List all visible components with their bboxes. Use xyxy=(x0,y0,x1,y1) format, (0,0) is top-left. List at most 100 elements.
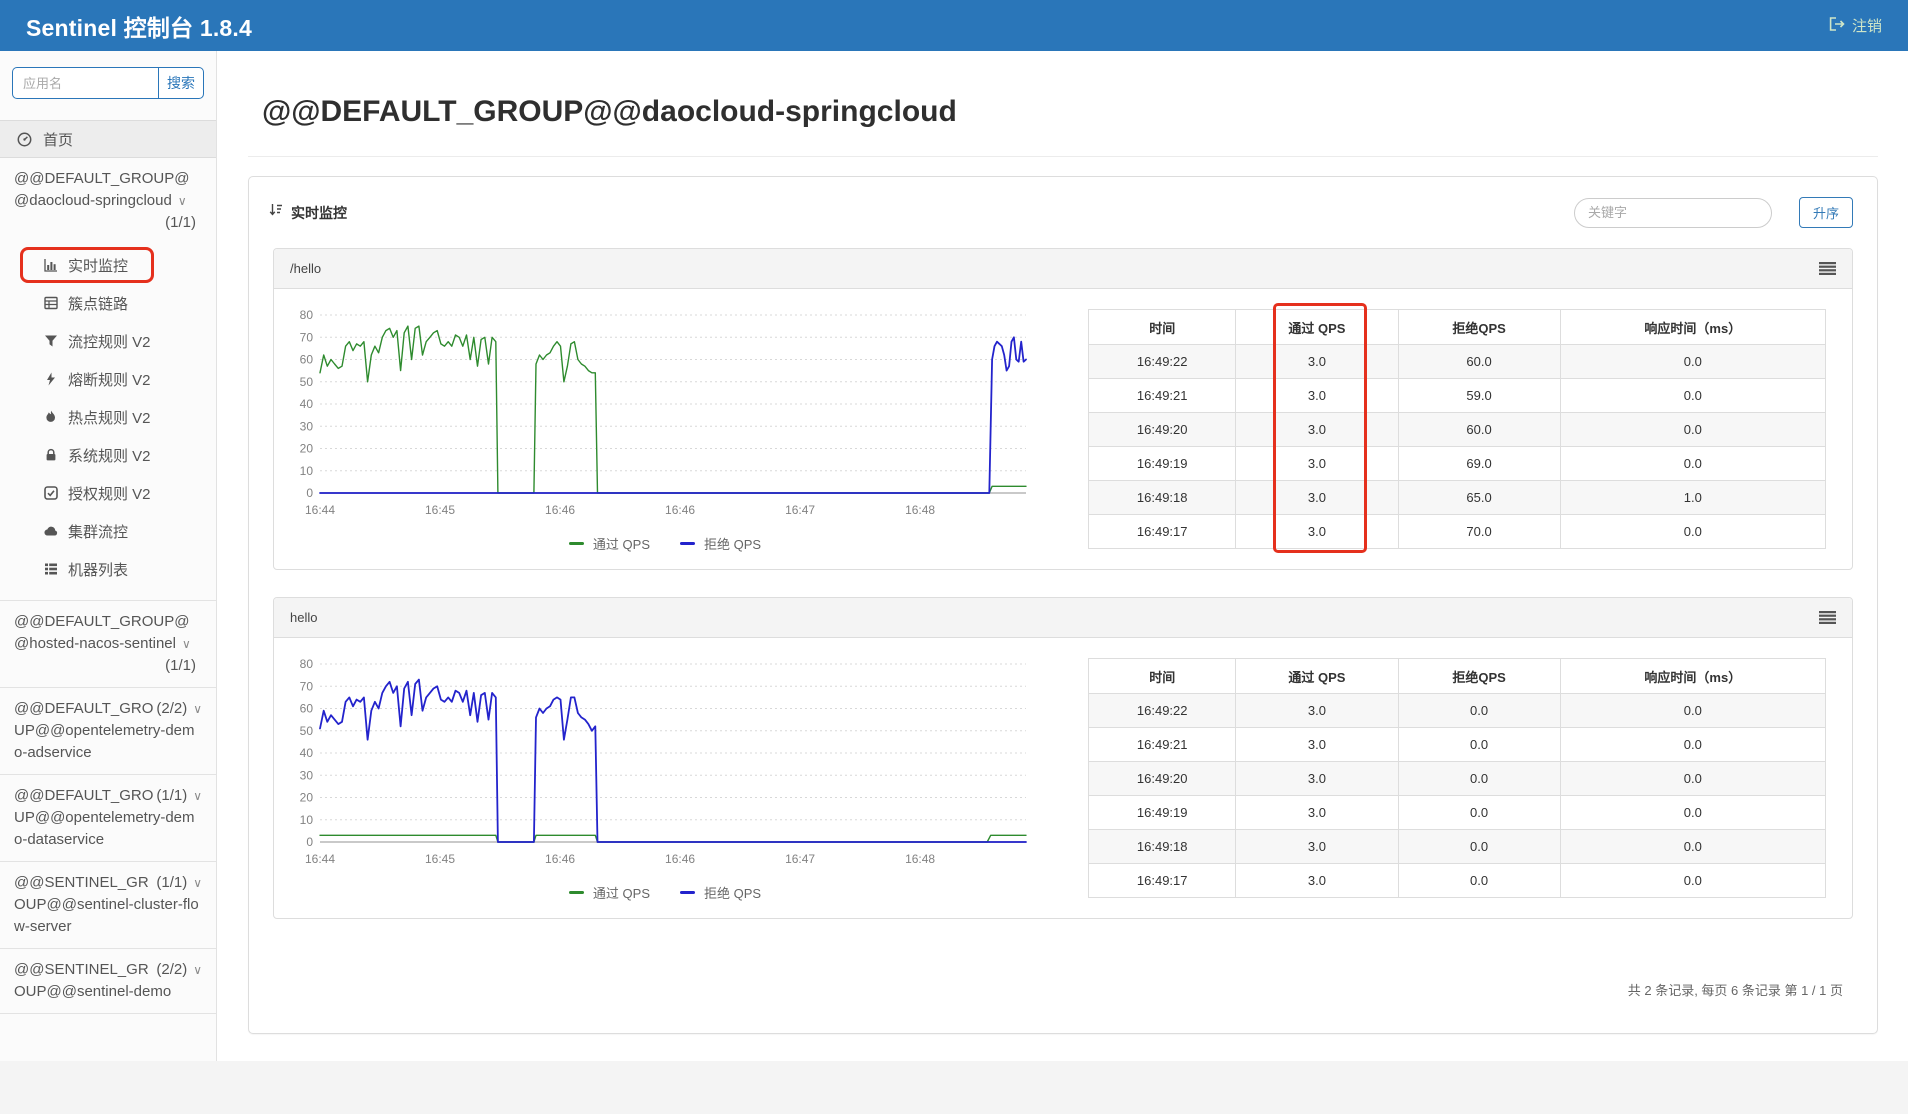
chevron-down-icon: ∨ xyxy=(193,963,202,977)
resource-panel-hello-slash: /hello 0 10 20 30 40 50 60 70 80 16:44 16:45 16:46 1… xyxy=(273,248,1853,570)
app-title: Sentinel 控制台 1.8.4 xyxy=(26,14,252,41)
table-cell: 3.0 xyxy=(1235,446,1399,481)
sidebar-app-group[interactable]: (2/2) ∨ @@SENTINEL_GROUP@@sentinel-demo xyxy=(0,948,216,1014)
sidebar-app-group[interactable]: (1/1) ∨ @@SENTINEL_GROUP@@sentinel-cluste… xyxy=(0,861,216,948)
sidebar-item-machine-list[interactable]: 机器列表 xyxy=(0,550,216,588)
table-cell: 3.0 xyxy=(1235,863,1399,898)
sidebar-app-group[interactable]: @@DEFAULT_GROUP@@hosted-nacos-sentinel ∨ … xyxy=(0,600,216,687)
fire-icon xyxy=(44,410,58,424)
home-label: 首页 xyxy=(43,131,74,149)
legend-label: 通过 QPS xyxy=(592,537,650,552)
title-divider xyxy=(248,156,1878,157)
svg-text:30: 30 xyxy=(300,419,314,433)
table-row: 16:49:18 3.0 65.0 1.0 xyxy=(1087,480,1827,515)
chevron-down-icon: ∨ xyxy=(193,789,202,803)
logout-button[interactable]: 注销 xyxy=(1829,15,1882,36)
table-cell: 3.0 xyxy=(1235,412,1399,447)
sidebar-item-system-rules[interactable]: 系统规则 V2 xyxy=(0,436,216,474)
svg-text:16:48: 16:48 xyxy=(905,852,935,866)
table-cell: 0.0 xyxy=(1559,514,1827,549)
search-button[interactable]: 搜索 xyxy=(158,67,204,99)
table-cell: 0.0 xyxy=(1397,795,1561,830)
hamburger-menu-icon[interactable] xyxy=(1819,611,1836,624)
app-search-input[interactable] xyxy=(12,67,158,99)
table-cell: 1.0 xyxy=(1559,480,1827,515)
app-group-count: (2/2) xyxy=(156,961,188,978)
table-cell: 16:49:19 xyxy=(1087,795,1237,830)
legend-item[interactable]: 拒绝 QPS xyxy=(680,534,761,553)
svg-text:16:47: 16:47 xyxy=(785,852,815,866)
table-cell: 0.0 xyxy=(1559,727,1827,762)
sidebar-item-home[interactable]: 首页 xyxy=(0,120,216,158)
sidebar-item-param-flow-rules[interactable]: 热点规则 V2 xyxy=(0,398,216,436)
list-icon xyxy=(44,562,58,576)
resource-title: /hello xyxy=(290,261,322,276)
app-group-count: (1/1) xyxy=(156,787,188,804)
svg-text:16:48: 16:48 xyxy=(905,503,935,517)
app-group-name: @@SENTINEL_GROUP@@sentinel-cluster-flow-… xyxy=(14,874,199,935)
sidebar-item-degrade-rules[interactable]: 熔断规则 V2 xyxy=(0,360,216,398)
legend-item[interactable]: 通过 QPS xyxy=(568,534,650,553)
filter-icon xyxy=(44,334,58,348)
cloud-icon xyxy=(44,524,58,538)
sidebar-app-group[interactable]: @@DEFAULT_GROUP@@daocloud-springcloud ∨ (… xyxy=(0,158,216,244)
table-cell: 0.0 xyxy=(1559,795,1827,830)
sidebar-app-group[interactable]: (1/1) ∨ @@DEFAULT_GROUP@@opentelemetry-de… xyxy=(0,774,216,861)
panel-header: hello xyxy=(274,598,1852,638)
table-cell: 69.0 xyxy=(1397,446,1561,481)
table-cell: 3.0 xyxy=(1235,761,1399,796)
table-cell: 0.0 xyxy=(1397,693,1561,728)
legend-item[interactable]: 通过 QPS xyxy=(568,883,650,902)
ascending-sort-button[interactable]: 升序 xyxy=(1798,197,1853,228)
table-row: 16:49:20 3.0 60.0 0.0 xyxy=(1087,412,1827,447)
qps-chart-block: 0 10 20 30 40 50 60 70 80 16:44 16:45 16:46 16:46 16:… xyxy=(282,652,1048,904)
dashboard-icon xyxy=(17,132,32,147)
table-cell: 16:49:18 xyxy=(1087,480,1237,515)
main-content: @@DEFAULT_GROUP@@daocloud-springcloud 实时… xyxy=(217,51,1908,1061)
table-cell: 0.0 xyxy=(1397,863,1561,898)
svg-text:16:46: 16:46 xyxy=(545,852,575,866)
sidebar-item-authority-rules[interactable]: 授权规则 V2 xyxy=(0,474,216,512)
keyword-input[interactable] xyxy=(1573,197,1772,228)
table-header-cell: 时间 xyxy=(1087,309,1237,345)
svg-text:16:46: 16:46 xyxy=(545,503,575,517)
pagination-text: 共 2 条记录, 每页 6 条记录 第 1 / 1 页 xyxy=(1627,983,1843,998)
sidebar-item-cluster-link[interactable]: 簇点链路 xyxy=(0,284,216,322)
lock-icon xyxy=(44,448,58,462)
sort-amount-icon xyxy=(269,203,283,222)
qps-table-wrap: 时间 通过 QPS 拒绝QPS 响应时间（ms） 16:49:22 3.0 0.0 0.0 1… xyxy=(1087,658,1827,898)
table-cell: 3.0 xyxy=(1235,795,1399,830)
resource-panel-hello: hello 0 10 20 30 40 50 60 70 80 16:44 16:45 16:46 16… xyxy=(273,597,1853,919)
svg-text:50: 50 xyxy=(300,375,314,389)
chevron-down-icon: ∨ xyxy=(181,637,191,651)
table-cell: 70.0 xyxy=(1397,514,1561,549)
table-row: 16:49:22 3.0 0.0 0.0 xyxy=(1087,693,1827,728)
realtime-monitor-card: 实时监控 升序 /hello 0 10 20 30 40 50 60 70 80 16:44 16:… xyxy=(248,176,1878,1034)
table-cell: 0.0 xyxy=(1559,761,1827,796)
legend-label: 拒绝 QPS xyxy=(704,886,762,901)
app-search-group: 搜索 xyxy=(12,67,204,99)
sidebar-app-group[interactable]: (2/2) ∨ @@DEFAULT_GROUP@@opentelemetry-de… xyxy=(0,687,216,774)
legend-item[interactable]: 拒绝 QPS xyxy=(680,883,761,902)
table-cell: 0.0 xyxy=(1397,761,1561,796)
sidebar-item-realtime-monitor[interactable]: 实时监控 xyxy=(0,246,216,284)
svg-text:16:44: 16:44 xyxy=(305,503,335,517)
qps-table: 时间 通过 QPS 拒绝QPS 响应时间（ms） 16:49:22 3.0 60.0 0.0… xyxy=(1087,309,1827,549)
chevron-down-icon: ∨ xyxy=(193,702,202,716)
app-group-name: @@DEFAULT_GROUP@@opentelemetry-demo-data… xyxy=(14,787,195,848)
sidebar-item-flow-rules[interactable]: 流控规则 V2 xyxy=(0,322,216,360)
logout-label: 注销 xyxy=(1851,18,1882,35)
legend-dash xyxy=(680,542,695,545)
check-square-icon xyxy=(44,486,58,500)
sidebar-item-cluster-flow[interactable]: 集群流控 xyxy=(0,512,216,550)
table-cell: 0.0 xyxy=(1559,378,1827,413)
app-group-count: (1/1) xyxy=(165,214,196,231)
hamburger-menu-icon[interactable] xyxy=(1819,262,1836,275)
table-cell: 60.0 xyxy=(1397,412,1561,447)
menu-item-label: 集群流控 xyxy=(68,523,129,541)
app-group-name: @@DEFAULT_GROUP@@hosted-nacos-sentinel xyxy=(14,613,190,652)
svg-text:20: 20 xyxy=(300,791,314,805)
legend-label: 拒绝 QPS xyxy=(704,537,762,552)
table-icon xyxy=(44,296,58,310)
legend-dash xyxy=(568,542,584,545)
